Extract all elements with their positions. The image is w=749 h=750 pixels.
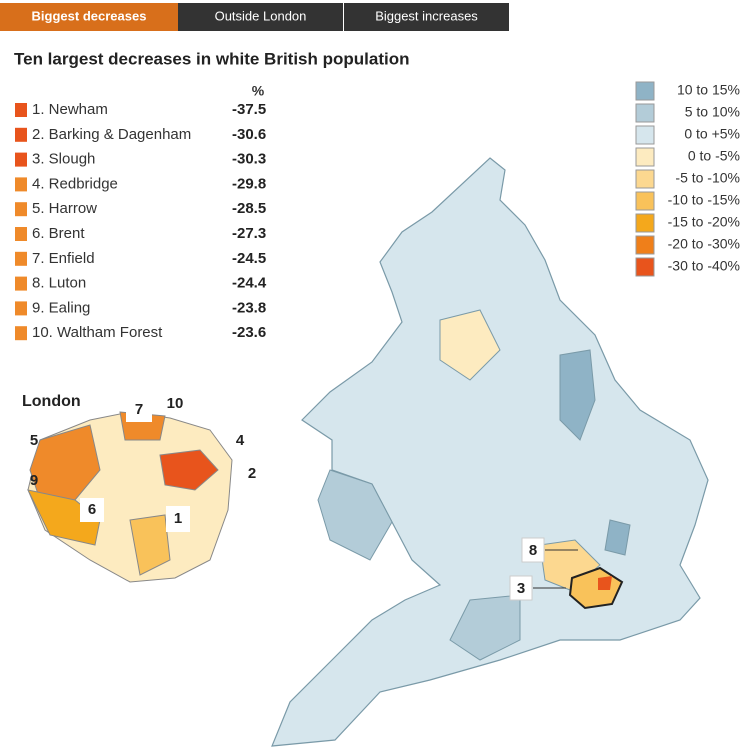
color-swatch xyxy=(15,127,27,142)
inset-label: 2 xyxy=(248,465,256,482)
item-name: 6. Brent xyxy=(32,225,85,242)
legend-label: -10 to -15% xyxy=(668,192,740,208)
map-label: 3 xyxy=(517,580,525,597)
color-swatch xyxy=(15,301,27,316)
london-inset: London 7 10 5 4 9 2 6 1 xyxy=(22,393,256,583)
inset-label: 7 xyxy=(135,401,143,418)
item-name: 4. Redbridge xyxy=(32,175,118,192)
map: 8 3 xyxy=(271,157,709,747)
legend-swatch xyxy=(635,125,655,145)
tab[interactable] xyxy=(344,3,509,31)
legend-swatch xyxy=(635,147,655,167)
inset-title: London xyxy=(22,393,81,410)
item-name: 7. Enfield xyxy=(32,250,95,267)
tab[interactable] xyxy=(0,3,178,31)
tab-label[interactable]: Outside London xyxy=(215,8,307,23)
color-swatch xyxy=(15,227,27,241)
unit-header: % xyxy=(252,83,265,99)
inset-label: 10 xyxy=(167,395,184,412)
item-value: -23.8 xyxy=(232,299,266,316)
color-swatch xyxy=(15,251,27,266)
color-swatch xyxy=(15,276,27,291)
color-swatch xyxy=(15,326,27,341)
inset-label: 6 xyxy=(88,501,96,518)
legend-swatch xyxy=(635,103,655,123)
legend-swatch xyxy=(635,213,655,233)
item-name: 5. Harrow xyxy=(32,200,97,217)
color-swatch xyxy=(15,103,27,117)
legend-swatch xyxy=(635,191,655,211)
legend-label: 10 to 15% xyxy=(677,82,740,98)
item-name: 1. Newham xyxy=(32,101,108,118)
item-value: -27.3 xyxy=(232,225,266,242)
title: Ten largest decreases in white British p… xyxy=(14,49,410,68)
item-value: -24.5 xyxy=(232,250,266,267)
inset-label: 1 xyxy=(174,510,182,527)
legend-label: 0 to +5% xyxy=(684,126,740,142)
item-value: -23.6 xyxy=(232,324,266,341)
legend-label: -15 to -20% xyxy=(668,214,740,230)
legend-swatch xyxy=(635,235,655,255)
color-swatch xyxy=(15,152,27,167)
item-name: 3. Slough xyxy=(32,151,95,168)
legend: 10 to 15% 5 to 10% 0 to +5% 0 to -5% -5 to -… xyxy=(635,81,740,277)
legend-label: 5 to 10% xyxy=(685,104,740,120)
item-name: 9. Ealing xyxy=(32,299,90,316)
legend-swatch xyxy=(635,81,655,101)
ranking-list: 1. Newham -37.5 2. Barking & Dagenham -30.6… xyxy=(15,101,267,341)
legend-label: 0 to -5% xyxy=(688,148,740,164)
color-swatch xyxy=(15,177,27,192)
item-value: -29.8 xyxy=(232,175,266,192)
tab-bar: Biggest decreases Outside London Biggest i… xyxy=(0,3,509,31)
item-value: -30.3 xyxy=(232,151,266,168)
item-value: -37.5 xyxy=(232,101,266,118)
tab-label[interactable]: Biggest increases xyxy=(375,8,478,23)
inset-label: 4 xyxy=(236,432,245,449)
legend-label: -20 to -30% xyxy=(668,236,740,252)
inset-label: 5 xyxy=(30,432,38,449)
item-value: -28.5 xyxy=(232,200,266,217)
item-name: 8. Luton xyxy=(32,275,86,292)
legend-swatch xyxy=(635,169,655,189)
item-name: 2. Barking & Dagenham xyxy=(32,126,191,143)
item-name: 10. Waltham Forest xyxy=(32,324,163,341)
tab-label[interactable]: Biggest decreases xyxy=(32,8,147,23)
legend-label: -5 to -10% xyxy=(675,170,740,186)
inset-label: 9 xyxy=(30,472,38,489)
map-label: 8 xyxy=(529,542,537,559)
color-swatch xyxy=(15,202,27,217)
item-value: -30.6 xyxy=(232,126,266,143)
tab[interactable] xyxy=(178,3,343,31)
legend-label: -30 to -40% xyxy=(668,258,740,274)
legend-swatch xyxy=(635,257,655,277)
item-value: -24.4 xyxy=(232,275,267,292)
